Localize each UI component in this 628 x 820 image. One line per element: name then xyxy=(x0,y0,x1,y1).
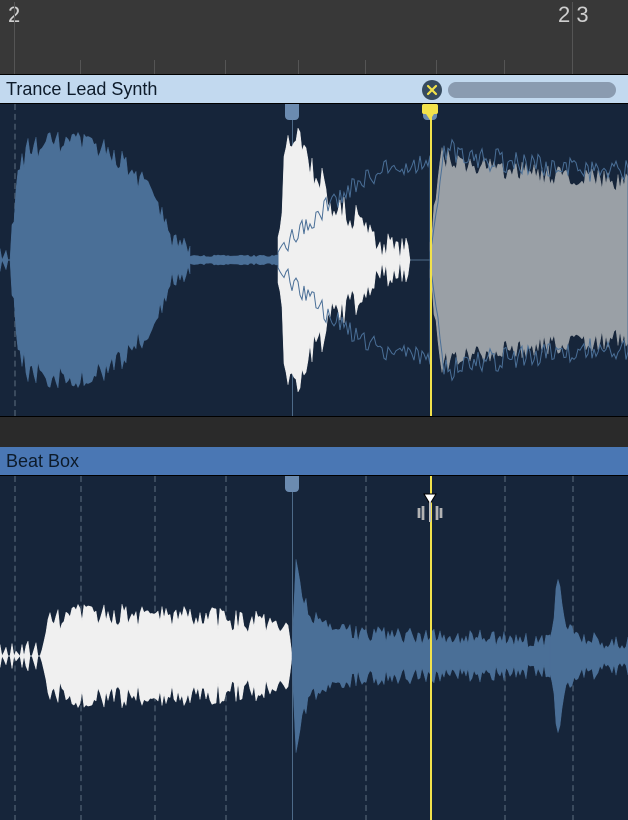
ruler-label: 2 3 xyxy=(558,2,589,28)
timeline-ruler[interactable]: 2 2 3 xyxy=(0,0,628,75)
track-title: Trance Lead Synth xyxy=(6,79,157,100)
ruler-tick-minor xyxy=(80,60,81,74)
ruler-tick-minor xyxy=(365,60,366,74)
track-title: Beat Box xyxy=(6,451,79,472)
track-header-trance[interactable]: Trance Lead Synth xyxy=(0,75,628,104)
playhead[interactable] xyxy=(430,104,432,416)
ruler-tick-minor xyxy=(504,60,505,74)
playhead[interactable] xyxy=(430,476,432,820)
ruler-tick-minor xyxy=(298,60,299,74)
close-icon[interactable] xyxy=(422,80,442,100)
waveform-svg xyxy=(0,104,628,416)
waveform-area-beatbox[interactable] xyxy=(0,476,628,820)
track-gap xyxy=(0,417,628,447)
flex-marker[interactable] xyxy=(285,104,299,120)
waveform-svg xyxy=(0,476,628,820)
region-gain-slider[interactable] xyxy=(448,82,616,98)
ruler-tick-major xyxy=(14,2,15,74)
waveform-area-trance[interactable] xyxy=(0,104,628,417)
flex-marker[interactable] xyxy=(285,476,299,492)
track-header-beatbox[interactable]: Beat Box xyxy=(0,447,628,476)
ruler-tick-minor xyxy=(154,60,155,74)
ruler-tick-major xyxy=(572,2,573,74)
ruler-tick-minor xyxy=(225,60,226,74)
flex-tool-cursor-icon[interactable] xyxy=(413,492,447,526)
ruler-tick-minor xyxy=(436,60,437,74)
